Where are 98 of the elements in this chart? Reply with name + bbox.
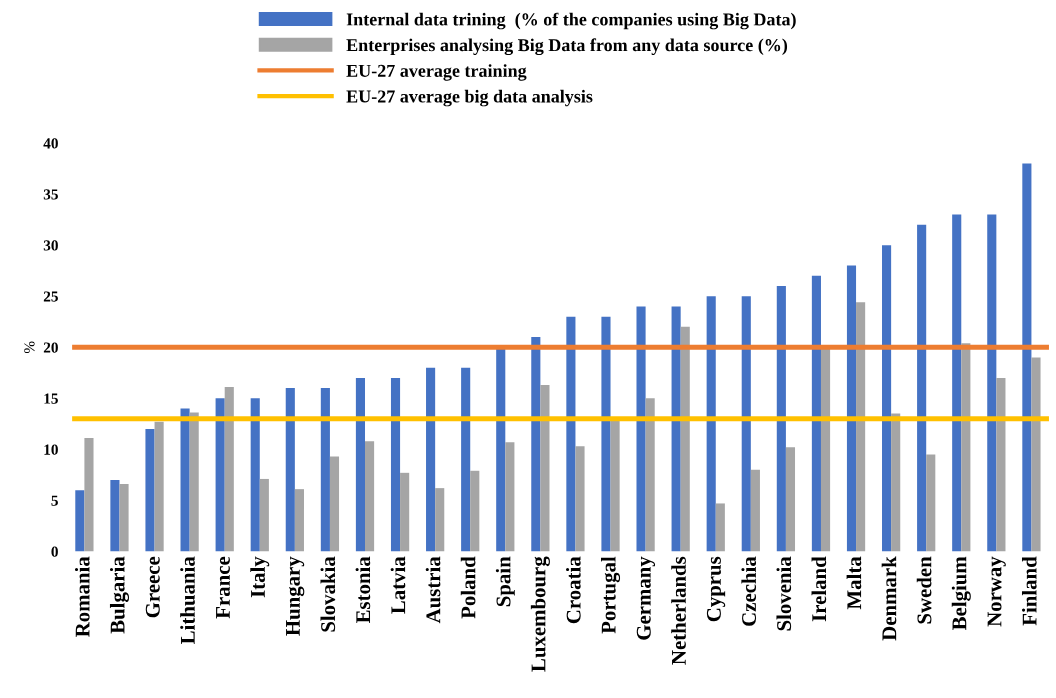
bar [961,343,971,552]
bar [496,347,506,552]
bar [145,428,155,552]
bar [531,337,541,552]
y-tick-label: 10 [44,444,58,455]
bar [390,377,401,552]
x-tick-label: Hungary [286,556,305,636]
x-tick-label: Estonia [355,556,371,624]
bar [846,265,857,552]
x-tick-label: Italy [250,556,270,598]
legend-label: EU-27 average big data analysis [346,89,593,107]
x-tick-label: Poland [460,556,476,619]
x-tick-label: Denmark [881,556,897,641]
legend-label: EU-27 average training [346,64,527,81]
x-tick-label: Latvia [390,556,406,614]
y-tick-label: 25 [43,291,58,302]
bar [996,377,1006,552]
x-tick-label: Czechia [741,556,757,626]
bar [294,489,304,552]
bar [435,488,445,552]
bar [715,503,725,552]
x-tick-label: Cyprus [706,556,726,622]
bar [75,490,85,552]
legend-label: Internal data trining (% of the companies using Big Data) [346,12,796,30]
y-tick-label: 35 [43,189,58,200]
bar [811,275,821,552]
bar [250,398,260,552]
bar [1022,163,1032,552]
bar [110,479,120,552]
x-tick-label: Luxembourg [530,556,550,672]
x-tick-label: Finland [1021,556,1037,626]
bar [680,326,690,552]
x-tick-label: Germany [636,556,656,640]
x-tick-label: Bulgaria [109,556,130,634]
bar [891,413,901,552]
y-tick-label: 0 [51,546,58,557]
x-tick-label: Slovenia [776,556,792,631]
bar [329,456,340,552]
bar [741,296,751,552]
bar [285,388,295,552]
bar [636,306,646,552]
bar [215,398,225,552]
x-tick-label: Austria [425,556,441,624]
bar [776,286,786,552]
x-tick-label: Belgium [951,556,971,631]
bar [856,302,866,552]
x-tick-label: Greece [145,556,160,618]
bar [119,484,129,552]
bar [365,441,375,552]
bar [987,214,997,552]
bar [926,454,936,552]
x-tick-label: France [216,556,230,619]
bar [426,367,436,552]
y-tick-label: 20 [43,342,58,353]
x-tick-label: Ireland [811,556,827,622]
bar [820,347,831,552]
x-tick-label: Spain [495,556,515,607]
x-tick-label: Netherlands [671,556,686,665]
x-tick-label: Slovakia [320,556,336,632]
bar [750,469,760,552]
y-axis-title: % [24,341,35,354]
bar [154,421,164,552]
y-tick-label: 15 [44,393,58,404]
bar [505,442,515,552]
x-tick-label: Croatia [566,556,581,624]
bar [671,306,681,552]
bar [601,316,611,552]
bar [180,408,190,552]
bar [259,478,269,552]
y-tick-label: 40 [43,138,58,149]
bar [882,245,892,552]
x-tick-label: Sweden [916,556,932,624]
bar [320,388,330,552]
bar [470,470,480,552]
y-tick-label: 5 [51,495,58,506]
bar [189,412,199,552]
bar [540,385,550,552]
bar [917,224,927,552]
x-tick-label: Romania [74,556,90,637]
bar [355,377,365,552]
legend-label: Enterprises analysing Big Data from any data source (%) [346,38,788,56]
x-tick-label: Portugal [601,556,621,634]
bar [400,472,410,552]
bar [224,387,234,552]
bar [952,214,962,552]
bar [645,398,655,552]
x-tick-label: Lithuania [180,556,195,644]
x-tick-label: Norway [987,556,1006,627]
bar [84,438,94,552]
bar [785,447,796,552]
bar [575,446,585,552]
bar [566,316,576,552]
bar [706,296,716,552]
bar [1031,357,1041,552]
bar [461,367,471,552]
x-tick-label: Malta [846,556,862,610]
y-tick-label: 30 [43,240,58,251]
bar [610,418,620,552]
